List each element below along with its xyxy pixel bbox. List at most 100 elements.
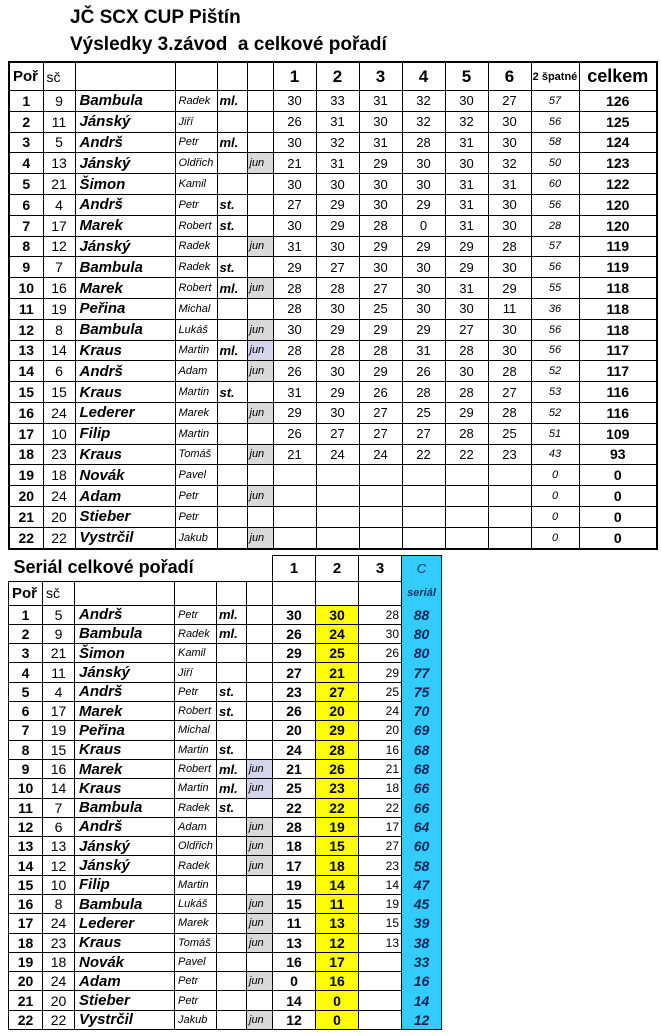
cell-sc: 4	[42, 193, 76, 216]
cell-race-6	[487, 464, 532, 487]
cell-category	[216, 990, 247, 1011]
cell-junior: jun	[246, 339, 274, 362]
cell-surname: Jánský	[74, 855, 175, 876]
cell-race-2	[315, 505, 360, 528]
table-row: 2 11 Jánský Jiří 26 31 30 32 32 30 56 125	[8, 110, 658, 133]
cell-race-6: 30	[487, 318, 532, 341]
cell-firstname: Oldřich	[174, 152, 218, 175]
cell-race-3: 30	[358, 256, 403, 279]
table-row: 13 14 Kraus Martin ml. jun 28 28 28 31 28 30 56 117	[8, 339, 658, 362]
table-row: 12 6 Andrš Adam jun 28 19 17 64	[8, 816, 442, 838]
cell-surname: Kraus	[74, 932, 175, 953]
table-row: 3 5 Andrš Petr ml. 30 32 31 28 31 30 58 124	[8, 131, 658, 154]
cell-sc: 23	[42, 932, 75, 953]
cell-race-2: 26	[315, 758, 359, 780]
cell-junior: jun	[246, 855, 273, 876]
cell-race-4	[401, 505, 446, 528]
cell-race-1: 22	[272, 797, 316, 818]
cell-por: 7	[8, 720, 43, 741]
cell-race-1: 30	[272, 604, 316, 625]
cell-race-3	[358, 990, 402, 1011]
cell-surname: Jánský	[74, 662, 175, 683]
cell-surname: Marek	[74, 701, 175, 722]
cell-race-6: 30	[487, 256, 532, 279]
cell-firstname: Tomáš	[174, 443, 218, 466]
cell-surname: Bambula	[74, 797, 175, 818]
cell-race-1: 17	[272, 855, 316, 876]
cell-category: st.	[216, 193, 248, 216]
cell-por: 6	[8, 193, 44, 216]
cell-por: 4	[8, 662, 43, 683]
cell-race-1: 26	[272, 422, 317, 445]
cell-serial-total: 77	[401, 662, 442, 683]
cell-category: ml.	[216, 131, 248, 154]
cell-race-2: 18	[315, 855, 359, 876]
cell-surname: Andrš	[74, 816, 175, 838]
cell-total: 118	[578, 297, 658, 320]
cell-por: 2	[8, 623, 43, 645]
cell-surname: Adam	[74, 971, 175, 992]
cell-junior	[246, 173, 274, 195]
cell-race-3: 14	[358, 874, 402, 895]
cell-race-5: 30	[444, 152, 489, 175]
cell-firstname: Petr	[174, 990, 217, 1011]
cell-serial-total: 66	[401, 778, 442, 798]
cell-por: 13	[8, 836, 43, 857]
cell-two-worst: 53	[530, 381, 580, 403]
sheet-titles: JČ SCX CUP Pištín Výsledky 3.závod a cel…	[70, 4, 661, 58]
table-row: 10 16 Marek Robert ml. jun 28 28 27 30 31 29 55 118	[8, 277, 658, 299]
cell-two-worst: 0	[530, 526, 580, 550]
cell-race-3: 26	[358, 381, 403, 403]
cell-surname: Andrš	[74, 193, 176, 216]
cell-junior	[246, 990, 273, 1011]
cell-race-2: 29	[315, 720, 359, 741]
cell-race-2: 19	[315, 816, 359, 838]
cell-por: 3	[8, 643, 43, 664]
table-row: 19 18 Novák Pavel 16 17 33	[8, 951, 442, 973]
cell-race-2: 25	[315, 643, 359, 664]
cell-por: 14	[8, 360, 44, 383]
cell-race-3: 27	[358, 277, 403, 299]
cell-serial-total: 88	[401, 605, 442, 625]
cell-firstname: Marek	[174, 913, 217, 934]
cell-race-4	[401, 526, 446, 550]
cell-race-5: 31	[444, 277, 489, 299]
cell-por: 2	[8, 110, 44, 133]
cell-race-3: 25	[358, 297, 403, 320]
cell-race-6: 28	[487, 360, 532, 383]
cell-race-2: 30	[315, 401, 360, 424]
cell-firstname: Pavel	[174, 951, 217, 973]
cell-race-1: 26	[272, 623, 316, 645]
cell-race-6: 30	[487, 110, 532, 133]
cell-race-6: 25	[487, 422, 532, 445]
cell-race-3: 28	[358, 214, 403, 237]
cell-race-5: 30	[444, 297, 489, 320]
cell-race-5: 28	[444, 339, 489, 362]
cell-por: 8	[8, 235, 44, 258]
cell-junior	[246, 681, 273, 703]
cell-surname: Andrš	[74, 681, 175, 703]
cell-junior	[246, 739, 273, 760]
cell-category	[216, 816, 247, 838]
col-header-race-2: 2	[315, 61, 360, 91]
cell-firstname: Robert	[174, 277, 218, 299]
cell-sc: 11	[42, 110, 76, 133]
cell-category	[216, 971, 247, 992]
cell-race-3: 31	[358, 131, 403, 154]
cell-sc: 22	[42, 1009, 75, 1031]
cell-category	[216, 720, 247, 741]
cell-sc: 7	[42, 797, 75, 818]
cell-junior: jun	[246, 485, 274, 507]
cell-firstname: Radek	[174, 235, 218, 258]
cell-category: ml.	[216, 778, 247, 799]
cell-category	[216, 173, 248, 195]
cell-race-5: 31	[444, 214, 489, 237]
cell-total: 117	[578, 339, 658, 362]
cell-por: 19	[8, 951, 43, 973]
results-table: Poř sč 1 2 3 4 5 6 2 špatné celkem 1 9 Bam…	[8, 61, 658, 550]
cell-firstname: Michal	[174, 297, 218, 320]
cell-surname: Andrš	[74, 131, 176, 154]
col-header-sc: sč	[42, 61, 76, 91]
cell-race-5	[444, 464, 489, 487]
cell-race-2	[315, 464, 360, 487]
